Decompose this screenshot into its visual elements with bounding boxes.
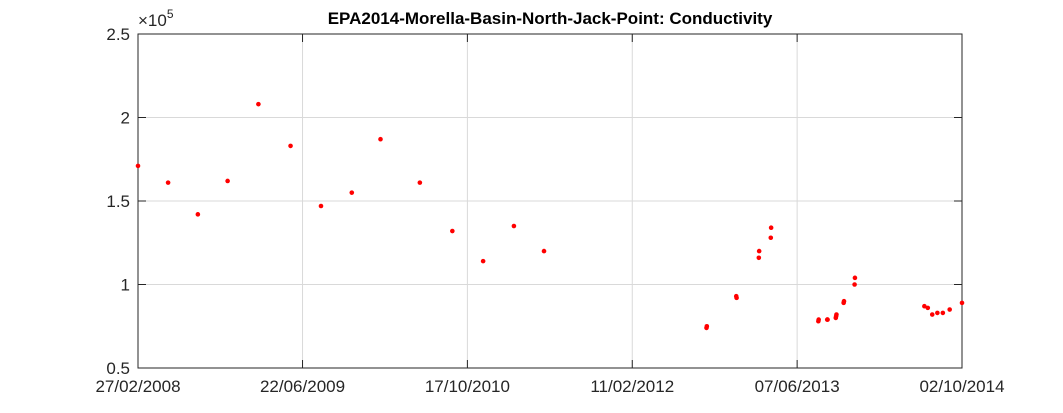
x-tick-label: 17/10/2010: [425, 377, 510, 396]
data-point: [852, 282, 857, 287]
data-point: [165, 180, 171, 185]
data-point: [940, 310, 946, 316]
chart-title: EPA2014-Morella-Basin-North-Jack-Point: …: [328, 9, 773, 28]
data-point: [256, 101, 261, 107]
y-tick-label: 2: [121, 109, 130, 128]
data-point: [935, 310, 940, 316]
x-tick-labels: 27/02/2008 22/06/2009 17/10/2010 11/02/2012…: [95, 377, 1004, 396]
x-tick-label: 27/02/2008: [95, 377, 180, 396]
data-point: [947, 307, 952, 312]
data-point: [734, 295, 739, 301]
data-point: [925, 305, 931, 311]
data-point: [225, 178, 230, 184]
data-point: [135, 163, 141, 169]
x-tick-label: 22/06/2009: [260, 377, 345, 396]
data-point: [852, 275, 858, 281]
data-point: [541, 248, 547, 254]
data-points: [135, 101, 965, 331]
data-point: [816, 317, 821, 322]
x-tick-label: 02/10/2014: [919, 377, 1004, 396]
data-point: [480, 258, 486, 264]
data-point: [349, 190, 355, 195]
y-tick-label: 2.5: [106, 25, 130, 44]
data-point: [195, 212, 201, 217]
data-point: [756, 248, 762, 254]
data-point: [834, 312, 839, 317]
data-point: [922, 303, 927, 309]
y-tick-label: 1.5: [106, 192, 130, 211]
y-exponent-power: 5: [167, 7, 174, 21]
data-point: [378, 136, 383, 142]
y-tick-label: 0.5: [106, 359, 130, 378]
data-point: [959, 300, 965, 306]
data-point: [841, 298, 847, 304]
data-point: [417, 180, 423, 185]
data-point: [756, 255, 762, 261]
data-point: [511, 223, 517, 229]
data-point: [704, 323, 710, 329]
data-point: [825, 317, 830, 322]
data-point: [288, 143, 293, 149]
x-tick-label: 11/02/2012: [590, 377, 674, 396]
data-point: [450, 228, 455, 234]
y-tick-labels: 0.5 1 1.5 2 2.5: [106, 25, 130, 378]
data-point: [318, 203, 324, 209]
x-tick-label: 07/06/2013: [755, 377, 840, 396]
axis-ticks: [137, 33, 963, 369]
y-exponent-base: ×10: [138, 11, 167, 30]
data-point: [768, 235, 774, 241]
y-tick-label: 1: [121, 276, 130, 295]
data-point: [768, 225, 774, 231]
y-exponent-label: ×105: [138, 7, 174, 30]
data-point: [929, 312, 935, 317]
